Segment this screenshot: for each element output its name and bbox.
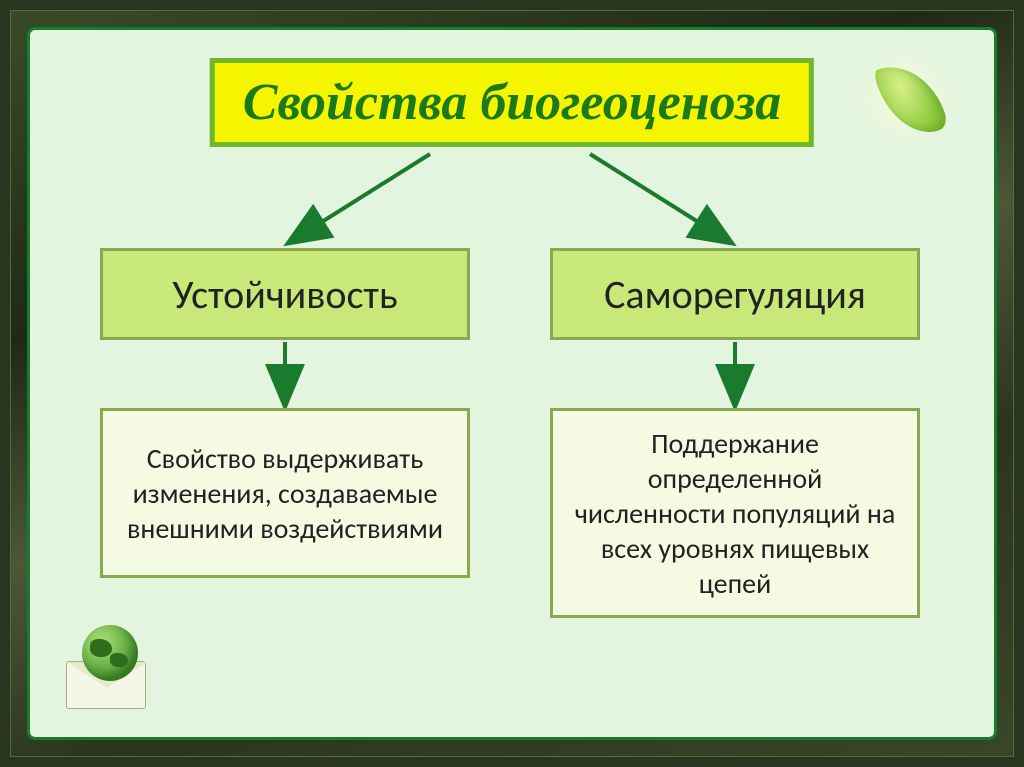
branch-desc-left-text: Свойство выдерживать изменения, создавае… bbox=[121, 441, 449, 546]
slide-panel: Свойства биогеоценоза Устойчивость Самор… bbox=[27, 27, 997, 740]
branch-desc-right-text: Поддержание определенной численности поп… bbox=[571, 426, 899, 601]
arrow-title-to-left bbox=[290, 154, 430, 242]
branch-heading-left: Устойчивость bbox=[100, 248, 470, 340]
title-text: Свойства биогеоценоза bbox=[243, 74, 781, 131]
globe-envelope-decoration bbox=[60, 599, 170, 709]
outer-frame: Свойства биогеоценоза Устойчивость Самор… bbox=[0, 0, 1024, 767]
branch-heading-left-text: Устойчивость bbox=[172, 270, 397, 319]
photo-background: Свойства биогеоценоза Устойчивость Самор… bbox=[10, 10, 1014, 757]
arrow-title-to-right bbox=[590, 154, 730, 242]
title-box: Свойства биогеоценоза bbox=[210, 58, 814, 147]
branch-desc-left: Свойство выдерживать изменения, создавае… bbox=[100, 408, 470, 578]
branch-heading-right: Саморегуляция bbox=[550, 248, 920, 340]
branch-desc-right: Поддержание определенной численности поп… bbox=[550, 408, 920, 618]
branch-heading-right-text: Саморегуляция bbox=[604, 270, 866, 319]
leaf-decoration bbox=[860, 52, 960, 152]
globe-icon bbox=[82, 625, 138, 681]
